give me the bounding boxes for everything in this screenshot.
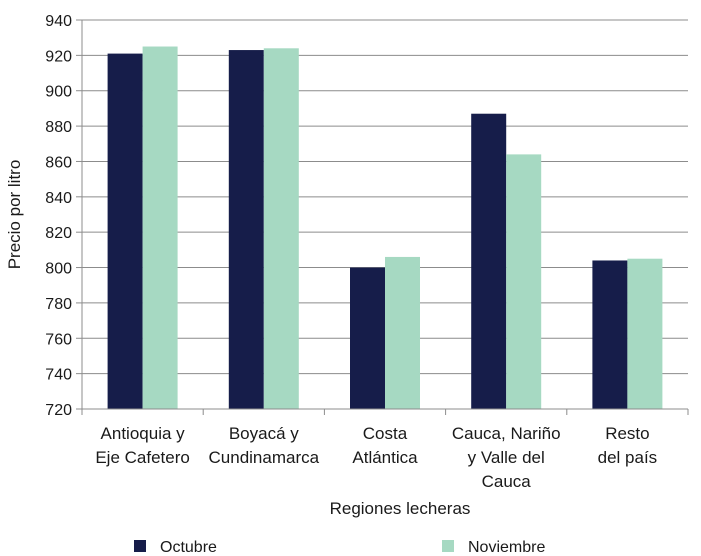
bar-octubre-3: [350, 267, 385, 409]
x-axis-title: Regiones lecheras: [330, 499, 471, 518]
y-tick-label: 840: [45, 190, 72, 207]
y-tick-label: 920: [45, 48, 72, 65]
legend-label-noviembre: Noviembre: [468, 539, 545, 556]
x-category-label: Antioquia y Eje Cafetero: [95, 424, 190, 467]
legend-swatch-octubre: [134, 540, 146, 552]
x-axis-category-labels: Antioquia y Eje Cafetero Boyacá y Cundinama…: [81, 409, 689, 491]
x-category-label: Resto del país: [598, 424, 658, 467]
y-tick-label: 900: [45, 84, 72, 101]
y-tick-label: 780: [45, 296, 72, 313]
x-category-label: Cauca, Nariño y Valle del Cauca: [452, 424, 561, 491]
y-tick-label: 880: [45, 119, 72, 136]
x-category-label: Costa Atlántica: [352, 424, 418, 467]
y-tick-label: 760: [45, 331, 72, 348]
bar-octubre-5: [592, 260, 628, 409]
x-category-label: Boyacá y Cundinamarca: [209, 424, 320, 467]
y-axis-ticks: 720 740 760 780 800 820 840 860 880 900 920 940: [45, 13, 82, 419]
bar-noviembre-3: [385, 256, 420, 409]
y-axis-title: Precio por litro: [5, 160, 24, 270]
bars: [107, 46, 663, 410]
y-tick-label: 940: [45, 13, 72, 30]
bar-noviembre-1: [142, 46, 178, 409]
y-tick-label: 820: [45, 225, 72, 242]
y-tick-label: 740: [45, 367, 72, 384]
y-tick-label: 800: [45, 261, 72, 278]
legend-label-octubre: Octubre: [160, 539, 217, 556]
bar-octubre-1: [107, 53, 143, 409]
bar-noviembre-4: [506, 154, 542, 409]
bar-noviembre-5: [627, 258, 663, 409]
bar-octubre-4: [471, 113, 507, 410]
bar-octubre-2: [228, 50, 264, 410]
bar-noviembre-2: [263, 48, 299, 410]
legend: Octubre Noviembre: [134, 539, 545, 556]
legend-swatch-noviembre: [442, 540, 454, 552]
y-tick-label: 860: [45, 154, 72, 171]
y-tick-label: 720: [45, 402, 72, 419]
